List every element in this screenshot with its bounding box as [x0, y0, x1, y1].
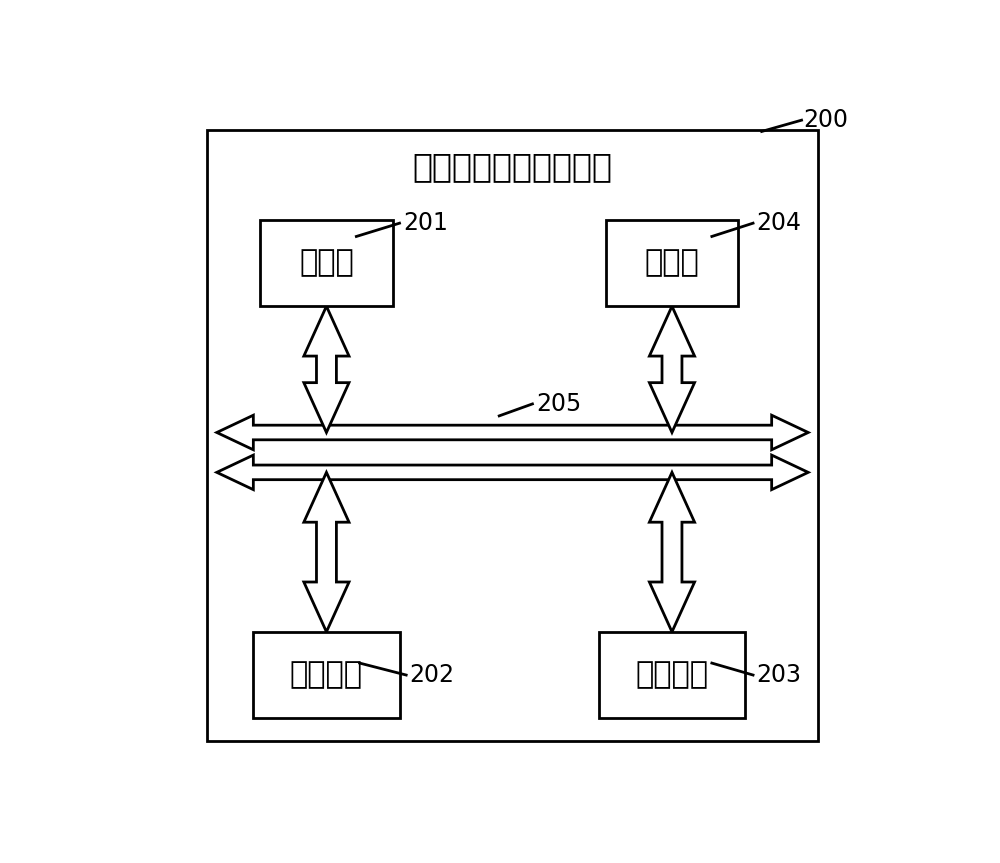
Text: 201: 201: [403, 211, 448, 236]
Bar: [253, 632, 400, 718]
Polygon shape: [304, 306, 349, 432]
Text: 204: 204: [756, 211, 801, 236]
Text: 开关电源电路控制装置: 开关电源电路控制装置: [413, 150, 612, 183]
Bar: [606, 220, 738, 306]
Polygon shape: [649, 472, 695, 632]
Text: 存储器: 存储器: [645, 249, 699, 278]
Text: 输入设备: 输入设备: [290, 660, 363, 690]
Bar: [260, 220, 393, 306]
Text: 输出设备: 输出设备: [635, 660, 708, 690]
Polygon shape: [217, 455, 808, 489]
Text: 205: 205: [536, 392, 581, 416]
Bar: [599, 632, 745, 718]
Text: 处理器: 处理器: [299, 249, 354, 278]
Polygon shape: [304, 472, 349, 632]
Text: 203: 203: [756, 663, 801, 687]
Polygon shape: [217, 415, 808, 450]
Text: 200: 200: [803, 108, 848, 132]
Text: 202: 202: [410, 663, 455, 687]
Polygon shape: [649, 306, 695, 432]
